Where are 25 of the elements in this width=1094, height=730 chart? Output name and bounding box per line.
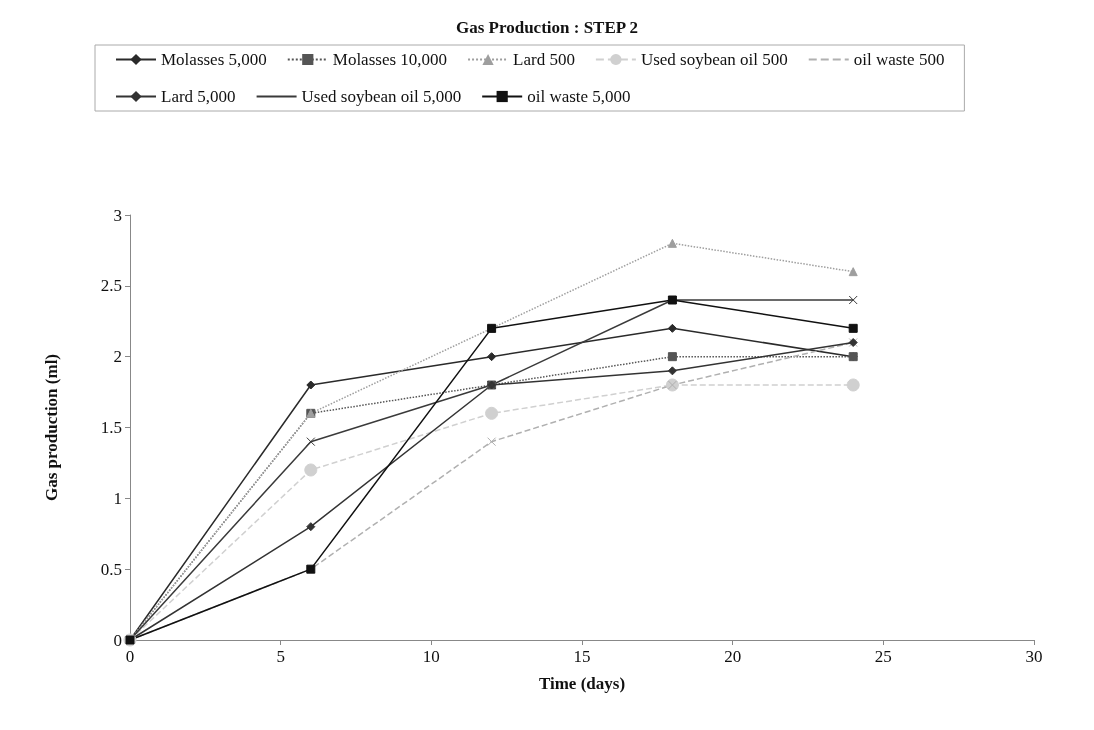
y-tick-label: 1.5 bbox=[100, 418, 122, 437]
legend-label: Lard 500 bbox=[513, 50, 575, 69]
legend-label: Molasses 10,000 bbox=[332, 50, 448, 69]
legend-label: Used soybean oil 5,000 bbox=[301, 87, 462, 106]
y-tick-label: 0 bbox=[113, 630, 122, 650]
y-tick-label: 1 bbox=[113, 488, 122, 508]
x-tick-label: 20 bbox=[724, 647, 742, 666]
y-tick-label: 0.5 bbox=[100, 559, 122, 579]
legend-label: Used soybean oil 500 bbox=[640, 50, 788, 69]
y-tick-label: 3 bbox=[113, 205, 122, 225]
x-axis-title: Time (days) bbox=[538, 674, 626, 693]
y-tick-label: 2 bbox=[113, 347, 122, 367]
x-tick-label: 5 bbox=[276, 647, 285, 666]
chart-title: Gas Production : STEP 2 bbox=[456, 18, 638, 37]
x-tick-label: 0 bbox=[125, 647, 135, 666]
legend-label: oil waste 5,000 bbox=[527, 87, 631, 106]
x-tick-label: 25 bbox=[874, 647, 892, 666]
legend-label: Lard 5,000 bbox=[161, 87, 236, 106]
legend-label: oil waste 500 bbox=[853, 50, 945, 69]
x-tick-label: 15 bbox=[573, 647, 591, 666]
y-tick-label: 2.5 bbox=[100, 276, 122, 296]
x-tick-label: 30 bbox=[1025, 647, 1043, 666]
legend-label: Molasses 5,000 bbox=[161, 50, 267, 69]
y-axis-title: Gas production (ml) bbox=[42, 353, 61, 502]
x-tick-label: 10 bbox=[422, 647, 440, 666]
